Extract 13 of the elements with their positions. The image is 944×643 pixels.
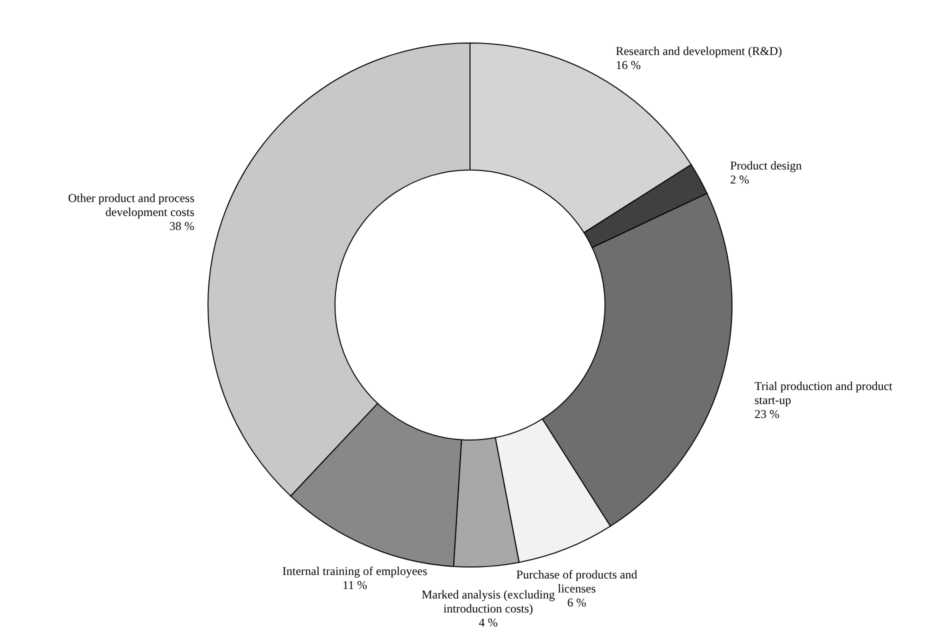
slice-label: Trial production and product start-up: [754, 378, 894, 407]
data-label: 16 %: [616, 58, 641, 72]
data-label: 2 %: [730, 172, 750, 186]
data-label: 11 %: [342, 578, 368, 592]
data-label: 6 %: [567, 596, 586, 610]
slice-label: Product design: [730, 158, 802, 172]
data-label: 4 %: [478, 615, 498, 630]
slice-label: Internal training of employees: [282, 564, 428, 578]
data-label: 38 %: [169, 219, 194, 234]
slice-label: Marked analysis (excluding introduction costs): [422, 587, 555, 616]
data-label: 23 %: [754, 406, 780, 421]
slice-label: Research and development (R&D): [616, 44, 782, 58]
slice-label: Other product and process development costs: [68, 191, 195, 220]
